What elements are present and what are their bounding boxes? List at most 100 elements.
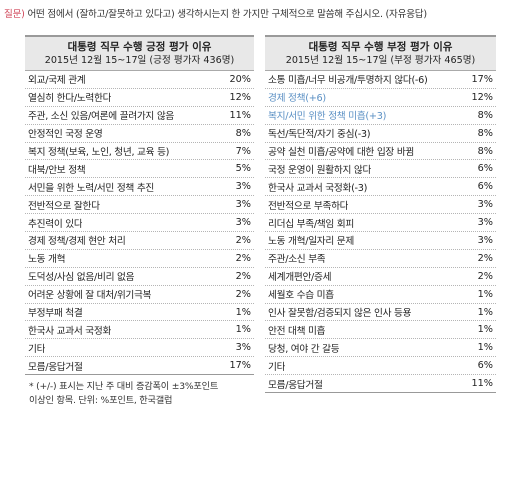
reason-percent: 2% bbox=[477, 270, 493, 282]
reason-label: 리더십 부족/책임 회피 bbox=[268, 218, 355, 230]
reason-percent: 6% bbox=[477, 360, 493, 372]
negative-rows: 소통 미흡/너무 비공개/투명하지 않다(-6) 17% 경제 정책(+6) 12% 복… bbox=[265, 71, 496, 394]
reason-label: 대북/안보 정책 bbox=[28, 164, 86, 176]
reason-percent: 3% bbox=[235, 181, 251, 193]
reason-percent: 20% bbox=[229, 73, 251, 85]
reason-percent: 2% bbox=[235, 288, 251, 300]
reason-label: 외교/국제 관계 bbox=[28, 75, 86, 87]
table-row: 열심히 한다/노력한다 12% bbox=[25, 89, 254, 107]
table-row: 경제 정책/경제 현안 처리 2% bbox=[25, 232, 254, 250]
reason-label: 안정적인 국정 운영 bbox=[28, 129, 103, 141]
question-line: 질문) 어떤 점에서 (잘하고/잘못하고 있다고) 생각하시는지 한 가지만 구… bbox=[4, 6, 509, 20]
reason-percent: 3% bbox=[235, 342, 251, 354]
reason-label: 안전 대책 미흡 bbox=[268, 325, 326, 337]
reason-percent: 2% bbox=[235, 270, 251, 282]
reason-label: 소통 미흡/너무 비공개/투명하지 않다(-6) bbox=[268, 75, 428, 87]
reason-label: 인사 잘못함/검증되지 않은 인사 등용 bbox=[268, 308, 412, 320]
table-row: 세계개편안/증세 2% bbox=[265, 268, 496, 286]
reason-percent: 3% bbox=[235, 199, 251, 211]
reason-percent: 3% bbox=[235, 217, 251, 229]
reason-label: 모름/응답거절 bbox=[268, 379, 323, 391]
footnote-line: 이상인 항목. 단위: %포인트, 한국갤럽 bbox=[29, 395, 173, 407]
reason-label: 열심히 한다/노력한다 bbox=[28, 93, 112, 105]
reason-percent: 8% bbox=[235, 127, 251, 139]
reason-percent: 2% bbox=[477, 252, 493, 264]
reason-label: 복지/서민 위한 정책 미흡(+3) bbox=[268, 111, 387, 123]
table-row: 인사 잘못함/검증되지 않은 인사 등용 1% bbox=[265, 304, 496, 322]
reason-label: 부정부패 척결 bbox=[28, 308, 83, 320]
table-row: 공약 실천 미흡/공약에 대한 입장 바뀜 8% bbox=[265, 143, 496, 161]
reason-label: 세월호 수습 미흡 bbox=[268, 290, 334, 302]
question-label: 질문) bbox=[4, 9, 25, 20]
table-row: 외교/국제 관계 20% bbox=[25, 71, 254, 89]
positive-rows: 외교/국제 관계 20% 열심히 한다/노력한다 12% 주관, 소신 있음/여론에 끌… bbox=[25, 71, 254, 376]
table-row: 모름/응답거절 17% bbox=[25, 357, 254, 376]
reason-percent: 8% bbox=[477, 109, 493, 121]
reason-percent: 3% bbox=[477, 199, 493, 211]
positive-reasons-table: 대통령 직무 수행 긍정 평가 이유 2015년 12월 15~17일 (긍정 … bbox=[25, 35, 254, 408]
negative-table-header: 대통령 직무 수행 부정 평가 이유 2015년 12월 15~17일 (부정 … bbox=[265, 35, 496, 71]
reason-percent: 3% bbox=[477, 234, 493, 246]
reason-label: 경제 정책/경제 현안 처리 bbox=[28, 236, 126, 248]
reason-percent: 3% bbox=[477, 217, 493, 229]
table-row: 전반적으로 부족하다 3% bbox=[265, 196, 496, 215]
reason-percent: 6% bbox=[477, 181, 493, 193]
negative-table-title: 대통령 직무 수행 부정 평가 이유 bbox=[308, 41, 453, 53]
table-row: 안정적인 국정 운영 8% bbox=[25, 125, 254, 143]
table-row: 노동 개혁/일자리 문제 3% bbox=[265, 232, 496, 250]
table-row: 기타 3% bbox=[25, 339, 254, 358]
positive-table-title: 대통령 직무 수행 긍정 평가 이유 bbox=[67, 41, 212, 53]
table-row: 서민을 위한 노력/서민 정책 추진 3% bbox=[25, 178, 254, 197]
table-row: 경제 정책(+6) 12% bbox=[265, 89, 496, 107]
reason-label: 공약 실천 미흡/공약에 대한 입장 바뀜 bbox=[268, 147, 415, 158]
negative-reasons-table: 대통령 직무 수행 부정 평가 이유 2015년 12월 15~17일 (부정 … bbox=[265, 35, 496, 394]
positive-table-subtitle: 2015년 12월 15~17일 (긍정 평가자 436명) bbox=[44, 55, 235, 66]
reason-label: 독선/독단적/자기 중심(-3) bbox=[268, 129, 371, 141]
table-row: 대북/안보 정책 5% bbox=[25, 160, 254, 179]
reason-percent: 11% bbox=[471, 378, 493, 390]
reason-label: 기타 bbox=[268, 361, 286, 373]
table-row: 당청, 여야 간 갈등 1% bbox=[265, 339, 496, 358]
reason-percent: 5% bbox=[235, 163, 251, 175]
reason-percent: 1% bbox=[477, 324, 493, 336]
reason-percent: 12% bbox=[471, 91, 493, 103]
table-row: 안전 대책 미흡 1% bbox=[265, 321, 496, 340]
table-row: 소통 미흡/너무 비공개/투명하지 않다(-6) 17% bbox=[265, 71, 496, 89]
reason-percent: 2% bbox=[235, 252, 251, 264]
reason-percent: 1% bbox=[477, 288, 493, 300]
reason-percent: 6% bbox=[477, 163, 493, 175]
reason-label: 주관, 소신 있음/여론에 끌려가지 않음 bbox=[28, 111, 175, 123]
table-row: 복지 정책(보육, 노인, 청년, 교육 등) 7% bbox=[25, 143, 254, 161]
reason-percent: 1% bbox=[235, 306, 251, 318]
reason-label: 모름/응답거절 bbox=[28, 361, 83, 373]
reason-label: 어려운 상황에 잘 대처/위기극복 bbox=[28, 290, 152, 302]
table-row: 세월호 수습 미흡 1% bbox=[265, 286, 496, 304]
table-row: 모름/응답거절 11% bbox=[265, 375, 496, 394]
reason-percent: 1% bbox=[477, 342, 493, 354]
reason-percent: 1% bbox=[235, 324, 251, 336]
reason-label: 노동 개혁 bbox=[28, 254, 66, 266]
reason-percent: 8% bbox=[477, 145, 493, 157]
reason-percent: 17% bbox=[229, 360, 251, 372]
table-row: 주관/소신 부족 2% bbox=[265, 250, 496, 268]
table-row: 리더십 부족/책임 회피 3% bbox=[265, 214, 496, 233]
table-row: 독선/독단적/자기 중심(-3) 8% bbox=[265, 125, 496, 143]
reason-label: 당청, 여야 간 갈등 bbox=[268, 343, 340, 355]
reason-label: 국정 운영이 원활하지 않다 bbox=[268, 164, 372, 176]
table-row: 국정 운영이 원활하지 않다 6% bbox=[265, 160, 496, 179]
reason-percent: 7% bbox=[235, 145, 251, 157]
table-row: 한국사 교과서 국정화(-3) 6% bbox=[265, 178, 496, 197]
reason-percent: 1% bbox=[477, 306, 493, 318]
reason-label: 한국사 교과서 국정화(-3) bbox=[268, 182, 368, 194]
reason-label: 복지 정책(보육, 노인, 청년, 교육 등) bbox=[28, 147, 170, 158]
table-row: 한국사 교과서 국정화 1% bbox=[25, 321, 254, 340]
table-row: 복지/서민 위한 정책 미흡(+3) 8% bbox=[265, 107, 496, 125]
reason-percent: 8% bbox=[477, 127, 493, 139]
reason-label: 주관/소신 부족 bbox=[268, 254, 326, 266]
table-row: 추진력이 있다 3% bbox=[25, 214, 254, 233]
question-text: 어떤 점에서 (잘하고/잘못하고 있다고) 생각하시는지 한 가지만 구체적으로… bbox=[27, 9, 427, 20]
reason-label: 도덕성/사심 없음/비리 없음 bbox=[28, 272, 135, 284]
reason-label: 기타 bbox=[28, 343, 46, 355]
table-row: 어려운 상황에 잘 대처/위기극복 2% bbox=[25, 286, 254, 304]
